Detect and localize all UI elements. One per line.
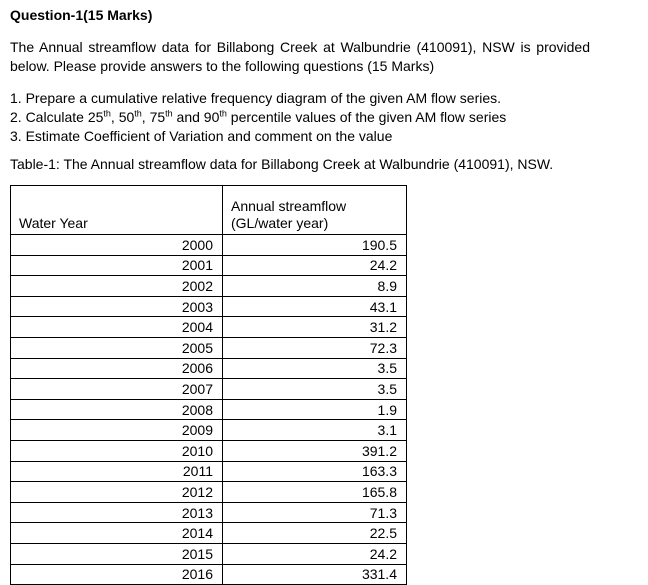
- question-title: Question-1(15 Marks): [10, 7, 153, 23]
- value-cell: 331.4: [222, 563, 407, 585]
- table-row: 2001 24.2: [10, 254, 407, 277]
- table-row: 2011 163.3: [10, 460, 407, 483]
- year-cell: 2000: [10, 234, 223, 256]
- value-cell: 3.1: [222, 419, 407, 441]
- value-cell: 31.2: [222, 316, 407, 338]
- value-cell: 1.9: [222, 398, 407, 421]
- value-cell: 3.5: [222, 378, 407, 400]
- q2-sup-4: th: [219, 108, 227, 119]
- year-cell: 2007: [10, 378, 223, 400]
- table-row: 2016 331.4: [10, 563, 407, 585]
- year-cell: 2009: [10, 419, 223, 441]
- value-cell: 22.5: [222, 522, 407, 544]
- q2-text-c: , 75: [141, 109, 166, 125]
- value-cell: 3.5: [222, 357, 407, 380]
- table-row: 2013 71.3: [10, 501, 407, 524]
- table-body: 2000 190.5 2001 24.2 2002 8.9 2003 43.1 2004…: [10, 234, 407, 585]
- year-cell: 2011: [10, 460, 223, 483]
- header-annual-streamflow-line2: (GL/water year): [231, 215, 329, 231]
- year-cell: 2015: [10, 542, 223, 565]
- year-cell: 2006: [10, 357, 223, 380]
- value-cell: 24.2: [222, 254, 407, 277]
- year-cell: 2010: [10, 439, 223, 462]
- year-cell: 2012: [10, 481, 223, 503]
- table-header: Water Year Annual streamflow (GL/water y…: [10, 185, 407, 235]
- table-row: 2012 165.8: [10, 481, 407, 503]
- streamflow-table: Water Year Annual streamflow (GL/water y…: [10, 185, 407, 585]
- year-cell: 2016: [10, 563, 223, 585]
- year-cell: 2014: [10, 522, 223, 544]
- value-cell: 163.3: [222, 460, 407, 483]
- q2-sup-1: th: [103, 108, 111, 119]
- q2-text-d: and 90: [172, 109, 220, 125]
- question-list: 1. Prepare a cumulative relative frequen…: [10, 89, 610, 146]
- table-row: 2010 391.2: [10, 439, 407, 462]
- intro-line-1: The Annual streamflow data for Billabong…: [10, 39, 590, 55]
- table-row: 2007 3.5: [10, 378, 407, 400]
- value-cell: 43.1: [222, 295, 407, 318]
- q2-text-b: , 50: [110, 109, 135, 125]
- value-cell: 71.3: [222, 501, 407, 524]
- value-cell: 165.8: [222, 481, 407, 503]
- year-cell: 2013: [10, 501, 223, 524]
- value-cell: 72.3: [222, 336, 407, 359]
- table-row: 2009 3.1: [10, 419, 407, 441]
- question-item-3: 3. Estimate Coefficient of Variation and…: [10, 128, 393, 144]
- table-row: 2003 43.1: [10, 295, 407, 318]
- header-annual-streamflow-line1: Annual streamflow: [231, 198, 347, 214]
- year-cell: 2008: [10, 398, 223, 421]
- q2-sup-3: th: [165, 108, 173, 119]
- value-cell: 190.5: [222, 234, 407, 256]
- table-caption: Table-1: The Annual streamflow data for …: [10, 156, 554, 172]
- q2-sup-2: th: [134, 108, 142, 119]
- question-item-2: 2. Calculate 25th, 50th, 75th and 90th p…: [10, 108, 610, 127]
- year-cell: 2005: [10, 336, 223, 359]
- q2-text-e: percentile values of the given AM flow s…: [226, 109, 507, 125]
- value-cell: 391.2: [222, 439, 407, 462]
- q2-text-a: 2. Calculate 25: [10, 109, 104, 125]
- table-row: 2002 8.9: [10, 275, 407, 297]
- table-row: 2006 3.5: [10, 357, 407, 380]
- intro-paragraph: The Annual streamflow data for Billabong…: [10, 38, 610, 76]
- table-row: 2005 72.3: [10, 336, 407, 359]
- table-row: 2014 22.5: [10, 522, 407, 544]
- value-cell: 8.9: [222, 275, 407, 297]
- year-cell: 2003: [10, 295, 223, 318]
- year-cell: 2004: [10, 316, 223, 338]
- header-cell-water-year: Water Year: [10, 185, 223, 235]
- table-row: 2015 24.2: [10, 542, 407, 565]
- year-cell: 2002: [10, 275, 223, 297]
- year-cell: 2001: [10, 254, 223, 277]
- table-row: 2008 1.9: [10, 398, 407, 421]
- question-item-1: 1. Prepare a cumulative relative frequen…: [10, 90, 502, 106]
- table-row: 2000 190.5: [10, 234, 407, 256]
- intro-line-2: below. Please provide answers to the fol…: [10, 58, 435, 74]
- value-cell: 24.2: [222, 542, 407, 565]
- header-cell-annual-streamflow: Annual streamflow (GL/water year): [222, 185, 407, 235]
- table-row: 2004 31.2: [10, 316, 407, 338]
- table-header-row: Water Year Annual streamflow (GL/water y…: [10, 185, 407, 235]
